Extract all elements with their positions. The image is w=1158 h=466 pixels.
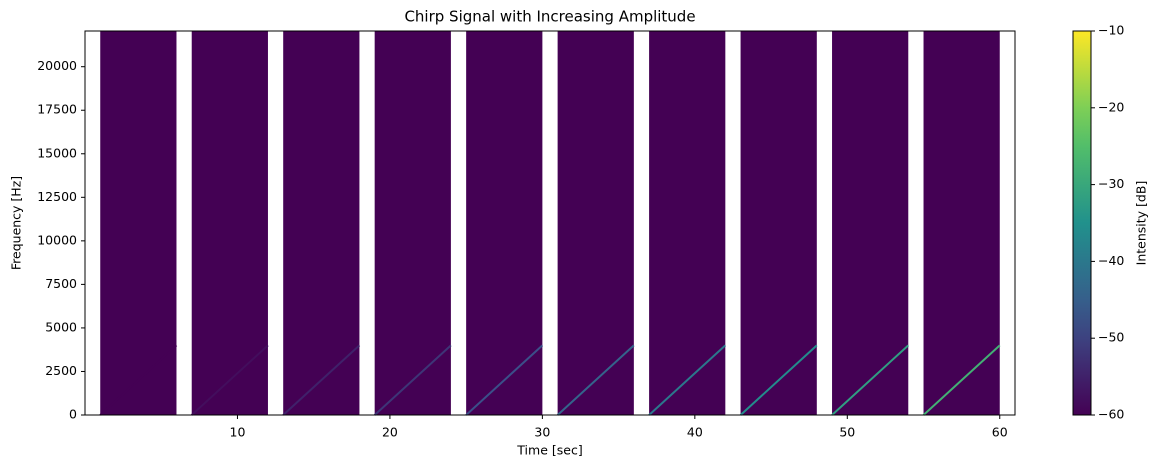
chirp-line — [556, 344, 635, 416]
x-tick-label: 20 — [382, 425, 398, 440]
y-tick-label: 2500 — [45, 363, 77, 378]
y-tick-label: 20000 — [37, 58, 77, 73]
y-tick-label: 0 — [69, 407, 77, 422]
chirp-line — [191, 344, 269, 416]
y-tick-label: 5000 — [45, 319, 77, 334]
chirp-line — [648, 344, 727, 416]
x-axis-label: Time [sec] — [516, 443, 582, 458]
spectrogram-block — [466, 31, 543, 415]
y-tick-label: 17500 — [37, 102, 77, 117]
x-tick-label: 10 — [230, 425, 246, 440]
chirp-line — [282, 344, 361, 416]
y-tick-label: 15000 — [37, 145, 77, 160]
chirp-line — [373, 344, 452, 416]
spectrogram-block — [100, 31, 177, 415]
plot-frame — [84, 30, 1016, 416]
x-tick-label: 30 — [534, 425, 550, 440]
spectrogram-block — [283, 31, 360, 415]
chart-title: Chirp Signal with Increasing Amplitude — [404, 8, 695, 26]
y-tick-label: 12500 — [37, 189, 77, 204]
chirp-line — [831, 344, 909, 416]
chirp-line — [922, 344, 1001, 416]
spectrogram-block — [832, 31, 909, 415]
spectrogram-block — [923, 31, 1000, 415]
x-tick-label: 40 — [687, 425, 703, 440]
colorbar-tick-label: −10 — [1098, 23, 1124, 38]
y-tick-label: 7500 — [45, 276, 77, 291]
y-axis-label: Frequency [Hz] — [9, 176, 24, 270]
spectrogram-block — [649, 31, 726, 415]
colorbar-tick-label: −30 — [1098, 176, 1124, 191]
colorbar-tick-label: −60 — [1098, 407, 1124, 422]
x-tick-label: 60 — [992, 425, 1008, 440]
colorbar-tick-label: −20 — [1098, 99, 1124, 114]
spectrogram-block — [374, 31, 451, 415]
x-tick-label: 50 — [839, 425, 855, 440]
colorbar-tick-label: −50 — [1098, 330, 1124, 345]
y-tick-label: 10000 — [37, 232, 77, 247]
colorbar-label: Intensity [dB] — [1134, 181, 1149, 266]
chirp-line — [465, 344, 544, 416]
colorbar-tick-label: −40 — [1098, 253, 1124, 268]
spectrogram-block — [557, 31, 634, 415]
colorbar — [1072, 30, 1092, 416]
spectrogram-block — [191, 31, 268, 415]
spectrogram-block — [740, 31, 817, 415]
chirp-line — [739, 344, 818, 416]
chirp-line — [99, 344, 178, 416]
